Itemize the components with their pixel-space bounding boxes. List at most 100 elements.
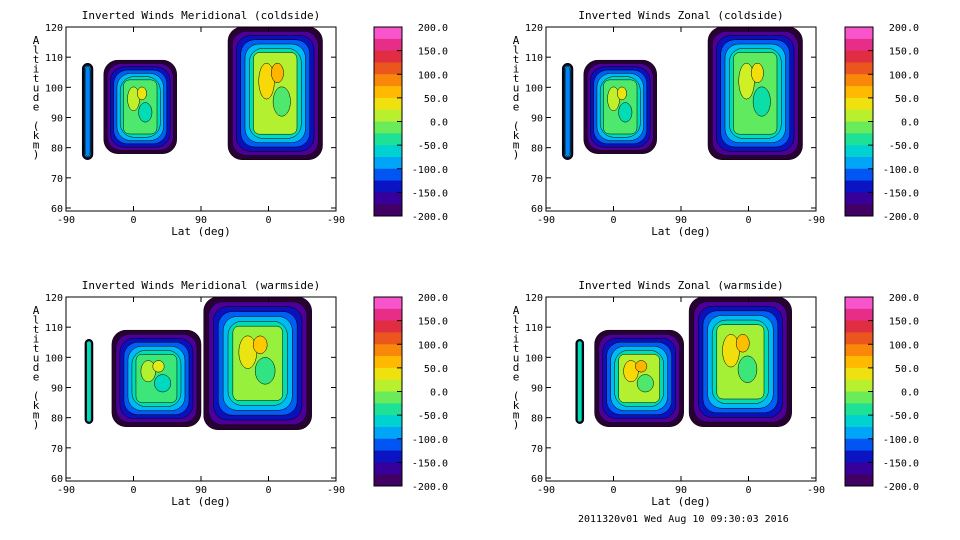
colorbar-tick-label: 0.0 <box>430 388 448 399</box>
contour-blob <box>635 360 648 373</box>
y-axis-label-char: l <box>513 44 520 57</box>
colorbar-tick-label: 100.0 <box>418 340 448 351</box>
x-tick-label: -90 <box>807 215 825 226</box>
colorbar-swatch <box>845 156 873 170</box>
colorbar-swatch <box>845 450 873 463</box>
colorbar-tick-label: 0.0 <box>901 388 919 399</box>
contour-blob <box>136 86 147 101</box>
y-axis-label-char: u <box>33 352 40 365</box>
colorbar-swatch <box>374 391 402 404</box>
colorbar-swatch <box>374 379 402 392</box>
colorbar-swatch <box>374 332 402 345</box>
y-tick-label: 110 <box>525 53 543 64</box>
y-axis-label-char: A <box>513 304 520 317</box>
contour-blob <box>737 355 758 383</box>
y-axis-label-char: t <box>513 72 520 85</box>
colorbar-tick-label: -100.0 <box>412 165 448 176</box>
panel-title: Inverted Winds Meridional (warmside) <box>82 279 320 292</box>
y-axis-label-char: A <box>33 34 40 47</box>
colorbar-swatch <box>845 332 873 345</box>
colorbar-tick-label: -50.0 <box>418 411 448 422</box>
colorbar-swatch <box>374 204 402 217</box>
x-tick-label: -90 <box>537 485 555 496</box>
colorbar-tick-label: -150.0 <box>412 458 448 469</box>
y-tick-label: 70 <box>531 174 543 185</box>
colorbar-tick-label: 100.0 <box>889 340 919 351</box>
x-tick-label: 90 <box>675 485 687 496</box>
colorbar-tick-label: 150.0 <box>418 47 448 58</box>
y-axis-label-char: e <box>513 101 520 114</box>
x-tick-label: 0 <box>130 485 136 496</box>
x-tick-label: 0 <box>265 485 271 496</box>
colorbar-tick-label: 0.0 <box>901 118 919 129</box>
colorbar-swatch <box>845 97 873 111</box>
y-axis-label-char: k <box>513 399 520 412</box>
colorbar-swatch <box>845 50 873 63</box>
x-axis-label: Lat (deg) <box>171 225 231 238</box>
x-tick-label: 90 <box>195 485 207 496</box>
colorbar-tick-label: -200.0 <box>883 212 919 223</box>
colorbar-swatch <box>374 145 402 158</box>
colorbar-tick-label: 150.0 <box>889 317 919 328</box>
colorbar-tick-label: 150.0 <box>418 317 448 328</box>
colorbar-swatch <box>374 192 402 205</box>
contour-blob <box>616 86 627 101</box>
y-tick-label: 120 <box>525 23 543 34</box>
x-tick-label: 90 <box>195 215 207 226</box>
y-axis-label-char: i <box>33 63 40 76</box>
y-tick-label: 60 <box>531 204 543 215</box>
y-tick-label: 100 <box>45 83 63 94</box>
colorbar-swatch <box>845 403 873 416</box>
y-tick-label: 70 <box>51 444 63 455</box>
colorbar-swatch <box>845 344 873 357</box>
y-tick-label: 120 <box>45 293 63 304</box>
contour-fill <box>84 65 91 158</box>
contour-band <box>577 340 583 423</box>
y-axis-label-char: A <box>33 304 40 317</box>
colorbar-tick-label: -200.0 <box>412 212 448 223</box>
colorbar-tick-label: 200.0 <box>889 23 919 34</box>
y-axis-label-char: ( <box>33 390 40 403</box>
y-axis-label-char: ( <box>513 390 520 403</box>
colorbar-swatch <box>374 168 402 182</box>
colorbar-swatch <box>374 344 402 357</box>
x-tick-label: -90 <box>807 485 825 496</box>
contour-band <box>86 340 92 423</box>
y-axis-label-char: t <box>33 323 40 336</box>
colorbar-swatch <box>374 450 402 463</box>
colorbar-tick-label: -200.0 <box>412 482 448 493</box>
y-axis-label-char: i <box>513 333 520 346</box>
x-tick-label: 0 <box>610 485 616 496</box>
y-tick-label: 110 <box>525 323 543 334</box>
colorbar-swatch <box>374 133 402 146</box>
colorbar-swatch <box>374 121 402 134</box>
colorbar-tick-label: -50.0 <box>889 411 919 422</box>
colorbar-swatch <box>845 415 873 428</box>
contour-blob <box>272 86 291 117</box>
y-tick-label: 90 <box>531 383 543 394</box>
contour-blob <box>252 335 268 354</box>
y-axis-label-char: k <box>33 399 40 412</box>
y-axis-label-char: l <box>513 314 520 327</box>
y-axis-label-char: l <box>33 314 40 327</box>
colorbar-tick-label: 200.0 <box>418 293 448 304</box>
x-tick-label: 0 <box>610 215 616 226</box>
x-tick-label: -90 <box>57 485 75 496</box>
colorbar-swatch <box>374 86 402 99</box>
colorbar-swatch <box>374 308 402 322</box>
x-axis-label: Lat (deg) <box>171 495 231 508</box>
y-axis-label-char: m <box>513 139 520 152</box>
colorbar-swatch <box>374 474 402 487</box>
colorbar-tick-label: -150.0 <box>883 188 919 199</box>
colorbar-swatch <box>845 38 873 52</box>
y-axis-label-char: e <box>513 371 520 384</box>
y-axis-label-char: t <box>33 72 40 85</box>
colorbar-tick-label: 0.0 <box>430 118 448 129</box>
colorbar-swatch <box>845 308 873 322</box>
colorbar-swatch <box>374 320 402 333</box>
y-axis-label-char: u <box>33 82 40 95</box>
colorbar-tick-label: 50.0 <box>424 364 448 375</box>
y-tick-label: 80 <box>51 414 63 425</box>
colorbar-swatch <box>845 133 873 146</box>
colorbar-swatch <box>845 462 873 475</box>
